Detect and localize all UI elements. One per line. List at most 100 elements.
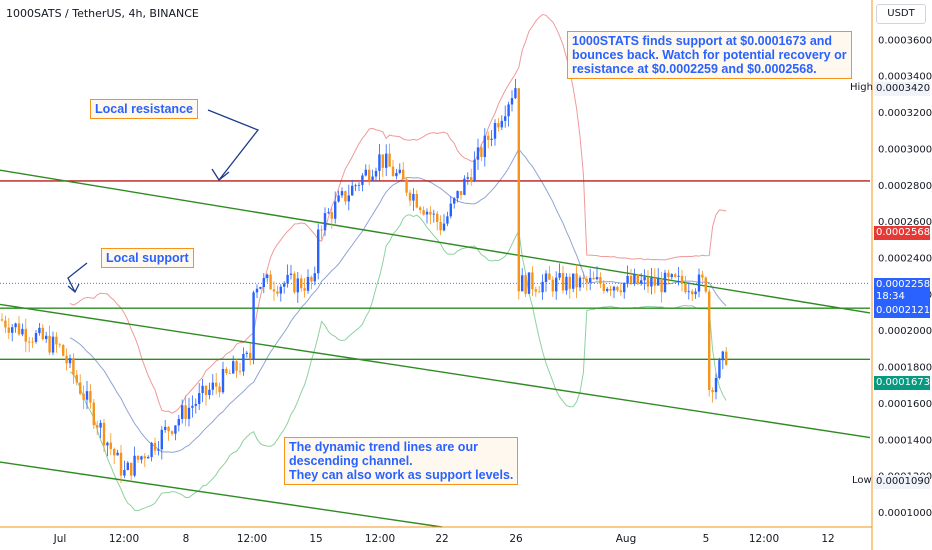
candle-body — [592, 277, 595, 280]
candle-body — [385, 153, 388, 168]
candle-body — [7, 327, 10, 333]
candle-body — [320, 229, 323, 231]
candle-body — [14, 323, 17, 328]
candle-body — [133, 455, 136, 476]
y-tick-label: 0.0002600 — [878, 217, 932, 228]
channel-trend-line — [0, 303, 871, 439]
annotation-local-support: Local support — [101, 248, 194, 268]
candle-body — [405, 179, 408, 193]
candle-body — [300, 278, 303, 289]
candle-body — [75, 374, 78, 383]
candle-body — [555, 277, 558, 292]
candle-body — [701, 274, 704, 278]
candle-body — [466, 177, 469, 179]
candle-body — [24, 328, 27, 342]
candle-body — [310, 276, 313, 282]
candle-body — [313, 273, 316, 282]
candle-body — [252, 292, 255, 359]
candle-body — [347, 195, 350, 202]
support-arrow — [67, 262, 88, 293]
candle-body — [116, 452, 119, 456]
candle-body — [578, 277, 582, 288]
candle-body — [436, 213, 439, 223]
candle-body — [211, 382, 214, 390]
candle-body — [109, 442, 112, 449]
high-label: High — [850, 82, 873, 93]
candle-body — [113, 448, 116, 456]
candle-body — [235, 361, 238, 371]
candle-body — [623, 283, 626, 293]
candle-body — [565, 276, 568, 291]
low-price-tag: 0.0001090 — [874, 475, 931, 489]
candle-body — [218, 386, 221, 393]
annotation-top-right: 1000STATS finds support at $0.0001673 an… — [567, 31, 852, 79]
candle-body — [130, 462, 133, 476]
candle-body — [561, 273, 565, 291]
candle-body — [714, 377, 718, 393]
candle-body — [79, 382, 82, 394]
candle-body — [589, 277, 592, 282]
candle-body — [650, 277, 653, 287]
x-tick-label: 8 — [183, 533, 190, 545]
y-tick-label: 0.0002400 — [878, 253, 932, 264]
candle-body — [364, 169, 367, 176]
candle-body — [187, 407, 191, 419]
candle-body — [41, 327, 44, 340]
candle-body — [354, 185, 357, 187]
candle-body — [483, 135, 486, 157]
x-tick-label: 22 — [435, 533, 448, 545]
candle-body — [725, 351, 728, 365]
current-price-tag: 0.0002258 — [874, 278, 931, 291]
candle-body — [582, 277, 585, 279]
chart-title: 1000SATS / TetherUS, 4h, BINANCE — [6, 7, 199, 20]
y-tick-label: 0.0003200 — [878, 108, 932, 119]
candle-body — [31, 341, 34, 343]
candle-body — [453, 198, 456, 204]
candle-body — [721, 351, 724, 361]
candle-body — [425, 211, 429, 215]
candle-body — [493, 123, 497, 139]
candle-body — [34, 333, 38, 342]
candle-body — [507, 104, 510, 117]
low-label: Low — [852, 475, 872, 486]
candle-body — [317, 229, 320, 274]
candle-body — [238, 370, 242, 372]
candle-body — [208, 389, 211, 396]
candle-body — [388, 153, 391, 167]
candle-body — [62, 344, 65, 356]
candle-body — [691, 291, 694, 295]
candle-body — [327, 212, 330, 214]
candle-body — [422, 210, 425, 215]
candle-body — [228, 372, 231, 374]
candle-body — [595, 277, 599, 280]
candle-body — [629, 275, 633, 284]
candle-body — [106, 442, 109, 446]
currency-selector[interactable]: USDT — [876, 4, 926, 24]
candle-body — [538, 291, 541, 293]
candle-body — [136, 455, 140, 460]
candle-body — [534, 289, 537, 292]
candle-body — [269, 274, 272, 290]
candle-body — [245, 352, 248, 354]
price-tag-1673: 0.0001673 — [874, 376, 931, 390]
support-arrowhead — [67, 283, 80, 294]
candle-body — [85, 391, 89, 400]
candle-body — [616, 286, 619, 291]
candle-body — [58, 344, 61, 346]
x-tick-label: 12:00 — [749, 533, 779, 545]
candle-body — [449, 203, 452, 217]
bollinger-lower-line — [69, 214, 727, 512]
candle-body — [551, 279, 554, 292]
candle-body — [198, 393, 201, 404]
bollinger-middle-line — [69, 148, 727, 453]
candle-body — [99, 422, 102, 428]
candle-body — [541, 281, 544, 293]
candle-body — [697, 274, 701, 292]
candle-body — [548, 273, 551, 280]
candle-body — [708, 291, 711, 391]
channel-trend-line — [0, 169, 871, 314]
candle-body — [677, 275, 680, 277]
candle-body — [446, 216, 449, 224]
candle-body — [204, 385, 208, 396]
y-tick-label: 0.0001800 — [878, 363, 932, 374]
